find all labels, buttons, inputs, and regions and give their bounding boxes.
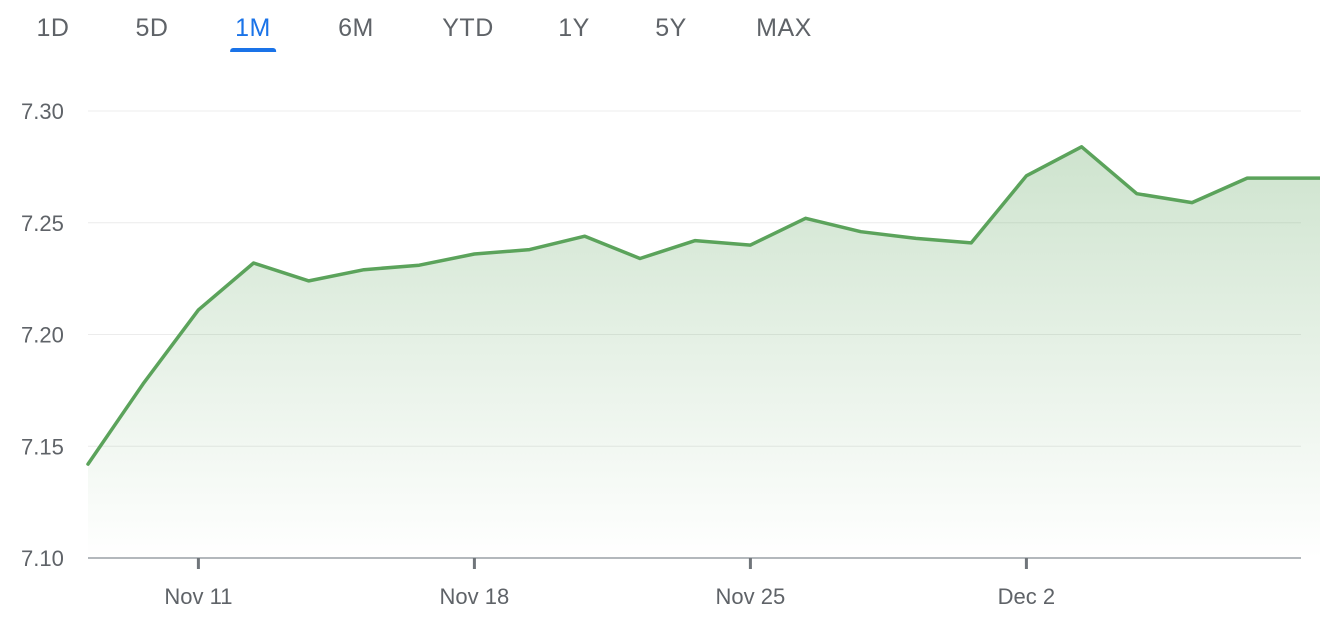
tab-ytd[interactable]: YTD [442,14,494,52]
tab-1m[interactable]: 1M [230,14,276,52]
data-point [472,252,476,256]
y-tick-label: 7.20 [21,323,64,348]
data-point [1300,176,1304,180]
data-point [804,216,808,220]
data-point [252,261,256,265]
data-point [1024,174,1028,178]
data-point [528,248,532,252]
tab-1y[interactable]: 1Y [558,14,590,52]
tab-5y[interactable]: 5Y [655,14,687,52]
data-point [1135,192,1139,196]
x-tick-label: Dec 2 [998,584,1055,609]
tab-label: 1M [235,14,271,42]
tab-label: 6M [338,14,374,42]
y-tick-label: 7.10 [21,546,64,571]
data-point [1190,201,1194,205]
data-point [196,308,200,312]
data-point [859,230,863,234]
y-tick-label: 7.15 [21,434,64,459]
tab-label: 1Y [558,14,590,42]
area-fill [88,146,1320,558]
x-axis-labels: Nov 11 Nov 18 Nov 25 Dec 2 [164,584,1055,609]
data-point [362,268,366,272]
tab-label: MAX [756,14,812,42]
range-tabs: 1D 5D 1M 6M YTD 1Y 5Y MAX [0,0,1320,60]
data-point [86,462,90,466]
y-tick-label: 7.30 [21,99,64,124]
data-point [1245,176,1249,180]
y-tick-label: 7.25 [21,211,64,236]
data-point [914,236,918,240]
tab-5d[interactable]: 5D [136,14,169,52]
tab-1d[interactable]: 1D [37,14,70,52]
x-axis [88,557,1301,569]
data-point [638,257,642,261]
tab-max[interactable]: MAX [756,14,812,52]
tab-label: 5Y [655,14,687,42]
data-point [969,241,973,245]
tab-label: YTD [442,14,494,42]
data-point [583,234,587,238]
tab-label: 1D [36,14,70,42]
data-point [307,279,311,283]
tab-6m[interactable]: 6M [338,14,374,52]
x-tick-label: Nov 25 [716,584,786,609]
data-point [748,243,752,247]
x-tick-label: Nov 18 [440,584,510,609]
data-point [141,382,145,386]
data-point [693,239,697,243]
x-tick-label: Nov 11 [164,584,232,609]
data-point [1080,145,1084,149]
series-line [86,145,1320,466]
area-layer [86,145,1320,558]
y-axis: 7.30 7.25 7.20 7.15 7.10 [21,99,64,571]
active-tab-indicator [230,48,276,52]
data-point [417,263,421,267]
tab-label: 5D [135,14,169,42]
